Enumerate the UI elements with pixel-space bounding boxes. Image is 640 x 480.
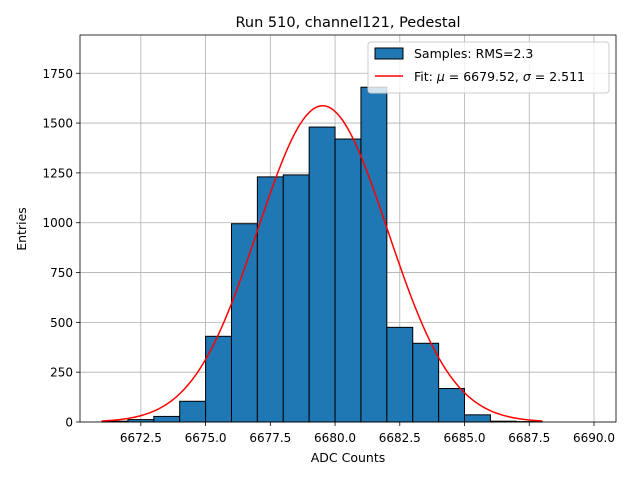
y-tick-label-5: 1250 (42, 166, 73, 180)
legend-samples-prefix: Samples: RMS= (414, 46, 513, 61)
legend-samples-rms: 2.3 (513, 46, 533, 61)
y-axis-ticks: 0 250 500 750 1000 1250 1500 1750 (42, 67, 80, 430)
y-axis-label: Entries (14, 207, 29, 251)
legend-fit-mu-value: = 6679.52, (445, 69, 523, 84)
y-tick-label-4: 1000 (42, 216, 73, 230)
legend-bar-swatch (374, 47, 404, 60)
histogram-bar-6682 (386, 326, 414, 423)
y-tick-label-6: 1500 (42, 117, 73, 131)
histogram-bar-6674 (179, 400, 207, 423)
x-tick-label-6: 6687.5 (508, 431, 550, 445)
y-tick-label-1: 250 (50, 366, 73, 380)
x-tick-label-1: 6675.0 (185, 431, 227, 445)
plot-frame (79, 34, 617, 423)
histogram-bar-6679 (308, 126, 336, 423)
gaussian-fit-curve (101, 104, 543, 422)
y-tick-label-3: 750 (50, 266, 73, 280)
histogram-bars (101, 86, 543, 423)
x-tick-label-3: 6680.0 (314, 431, 356, 445)
y-tick-label-2: 500 (50, 316, 73, 330)
histogram-bar-6673 (153, 415, 181, 423)
legend: Samples: RMS=2.3 Fit: μ = 6679.52, σ = 2… (367, 41, 610, 94)
histogram-bar-6684 (438, 388, 466, 423)
histogram-bar-6677 (256, 176, 284, 423)
histogram-bar-6685 (464, 414, 491, 423)
y-tick-label-0: 0 (65, 416, 73, 430)
x-tick-label-5: 6685.0 (444, 431, 486, 445)
x-axis-label: ADC Counts (311, 450, 386, 465)
legend-fit-sigma-symbol: σ (523, 69, 532, 84)
x-tick-label-2: 6677.5 (249, 431, 291, 445)
legend-frame (367, 41, 610, 94)
histogram-bar-6678 (282, 174, 310, 423)
legend-fit-prefix: Fit: (414, 69, 437, 84)
histogram-bar-6675 (205, 335, 232, 423)
legend-fit-mu-symbol: μ (436, 69, 445, 84)
legend-fit-sigma-value: = 2.511 (531, 69, 585, 84)
histogram-bar-6680 (334, 138, 362, 423)
histogram-bar-6681 (360, 86, 388, 423)
x-tick-label-7: 6690.0 (573, 431, 615, 445)
y-tick-label-7: 1750 (42, 67, 73, 81)
x-axis-ticks: 6672.5 6675.0 6677.5 6680.0 6682.5 6685.0 6687… (120, 422, 615, 445)
histogram-bar-6676 (230, 223, 258, 423)
x-tick-label-0: 6672.5 (120, 431, 162, 445)
legend-fit-label: Fit: μ = 6679.52, σ = 2.511 (414, 69, 585, 84)
histogram-bar-6683 (412, 342, 440, 423)
x-tick-label-4: 6682.5 (379, 431, 421, 445)
legend-samples-label: Samples: RMS=2.3 (414, 46, 533, 61)
chart-title: Run 510, channel121, Pedestal (235, 15, 460, 31)
